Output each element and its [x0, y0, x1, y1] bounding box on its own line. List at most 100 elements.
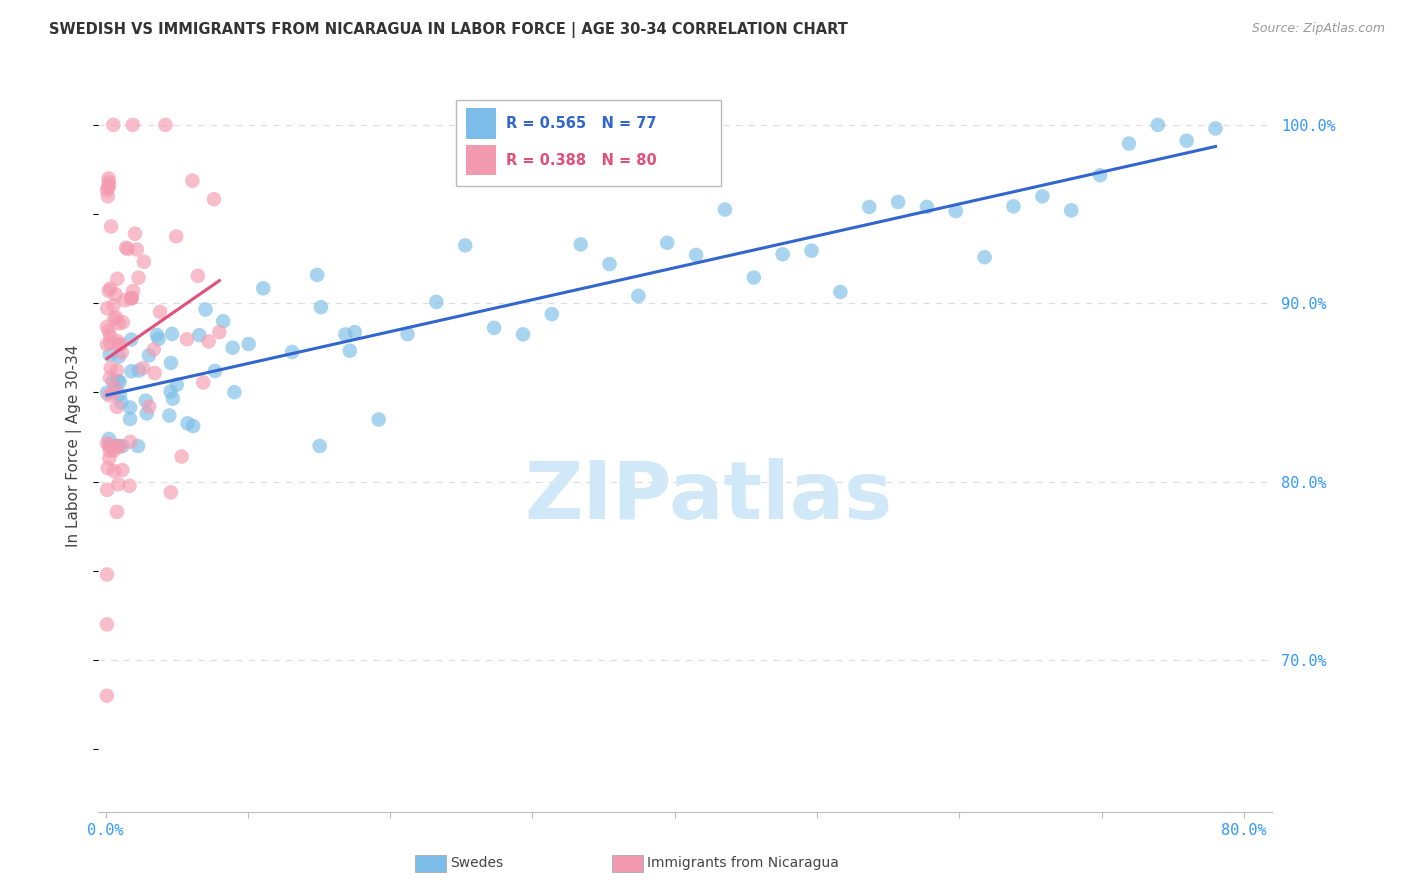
Point [482, 321, 505, 335]
Point [569, 237, 592, 252]
Point [1118, 136, 1140, 151]
Point [1146, 118, 1168, 132]
Point [111, 315, 134, 329]
Point [128, 363, 150, 377]
Point [238, 337, 260, 351]
Point [1002, 199, 1025, 213]
Point [120, 291, 142, 305]
Point [103, 443, 125, 458]
Point [103, 311, 125, 326]
Point [149, 305, 172, 319]
Point [138, 348, 160, 362]
Point [166, 377, 188, 392]
Point [98, 335, 121, 350]
Point [107, 334, 129, 349]
Text: SWEDISH VS IMMIGRANTS FROM NICARAGUA IN LABOR FORCE | AGE 30-34 CORRELATION CHAR: SWEDISH VS IMMIGRANTS FROM NICARAGUA IN … [49, 22, 848, 38]
Point [165, 229, 187, 244]
Point [105, 363, 128, 377]
Point [120, 333, 142, 347]
Point [105, 400, 128, 414]
Point [97, 432, 120, 446]
Point [309, 300, 332, 314]
Point [187, 268, 209, 283]
Point [104, 287, 127, 301]
Point [146, 327, 169, 342]
FancyBboxPatch shape [465, 108, 496, 139]
Point [202, 192, 225, 206]
Point [98, 371, 121, 385]
Point [107, 439, 129, 453]
Point [127, 270, 149, 285]
Point [97, 180, 120, 194]
Point [103, 298, 125, 312]
Point [118, 479, 141, 493]
Point [105, 439, 128, 453]
Point [105, 272, 128, 286]
Point [108, 317, 131, 331]
Y-axis label: In Labor Force | Age 30-34: In Labor Force | Age 30-34 [66, 344, 83, 548]
Point [176, 417, 198, 431]
Point [197, 334, 219, 349]
Point [281, 345, 304, 359]
Point [973, 250, 995, 264]
Point [208, 325, 231, 339]
Point [454, 238, 477, 252]
Point [204, 364, 226, 378]
Point [143, 366, 166, 380]
Point [157, 409, 180, 423]
Point [887, 194, 910, 209]
Text: R = 0.565   N = 77: R = 0.565 N = 77 [506, 116, 657, 131]
Point [181, 174, 204, 188]
Point [117, 242, 139, 256]
Point [120, 291, 142, 305]
Point [343, 325, 366, 339]
Point [96, 483, 118, 497]
Point [160, 485, 183, 500]
Point [425, 294, 447, 309]
Text: ZIPatlas: ZIPatlas [524, 458, 893, 536]
Point [114, 293, 136, 308]
Point [124, 227, 146, 241]
Point [307, 268, 329, 282]
Point [96, 319, 118, 334]
FancyBboxPatch shape [465, 145, 496, 176]
Point [103, 118, 125, 132]
Point [132, 361, 155, 376]
Point [98, 439, 121, 453]
Point [138, 400, 160, 414]
Point [97, 461, 120, 475]
Point [599, 257, 621, 271]
Point [97, 388, 120, 402]
Point [107, 374, 129, 388]
Point [945, 204, 967, 219]
Point [96, 436, 118, 450]
Point [657, 235, 679, 250]
Point [104, 380, 127, 394]
Point [540, 307, 562, 321]
FancyBboxPatch shape [457, 100, 721, 186]
Text: Swedes: Swedes [450, 856, 503, 871]
Point [100, 361, 122, 376]
Point [135, 406, 157, 420]
Point [120, 364, 142, 378]
Point [1060, 203, 1083, 218]
Point [121, 291, 143, 305]
Point [110, 395, 132, 409]
Point [103, 464, 125, 478]
Point [111, 439, 134, 453]
Point [212, 314, 235, 328]
Point [96, 183, 118, 197]
Point [122, 284, 145, 298]
Point [162, 392, 184, 406]
Point [96, 567, 118, 582]
Point [193, 376, 215, 390]
Point [118, 412, 141, 426]
Point [181, 419, 204, 434]
Point [160, 326, 183, 341]
Point [120, 434, 142, 449]
Point [105, 439, 128, 453]
Text: Source: ZipAtlas.com: Source: ZipAtlas.com [1251, 22, 1385, 36]
Point [115, 241, 138, 255]
Point [105, 310, 128, 325]
Point [98, 348, 121, 362]
